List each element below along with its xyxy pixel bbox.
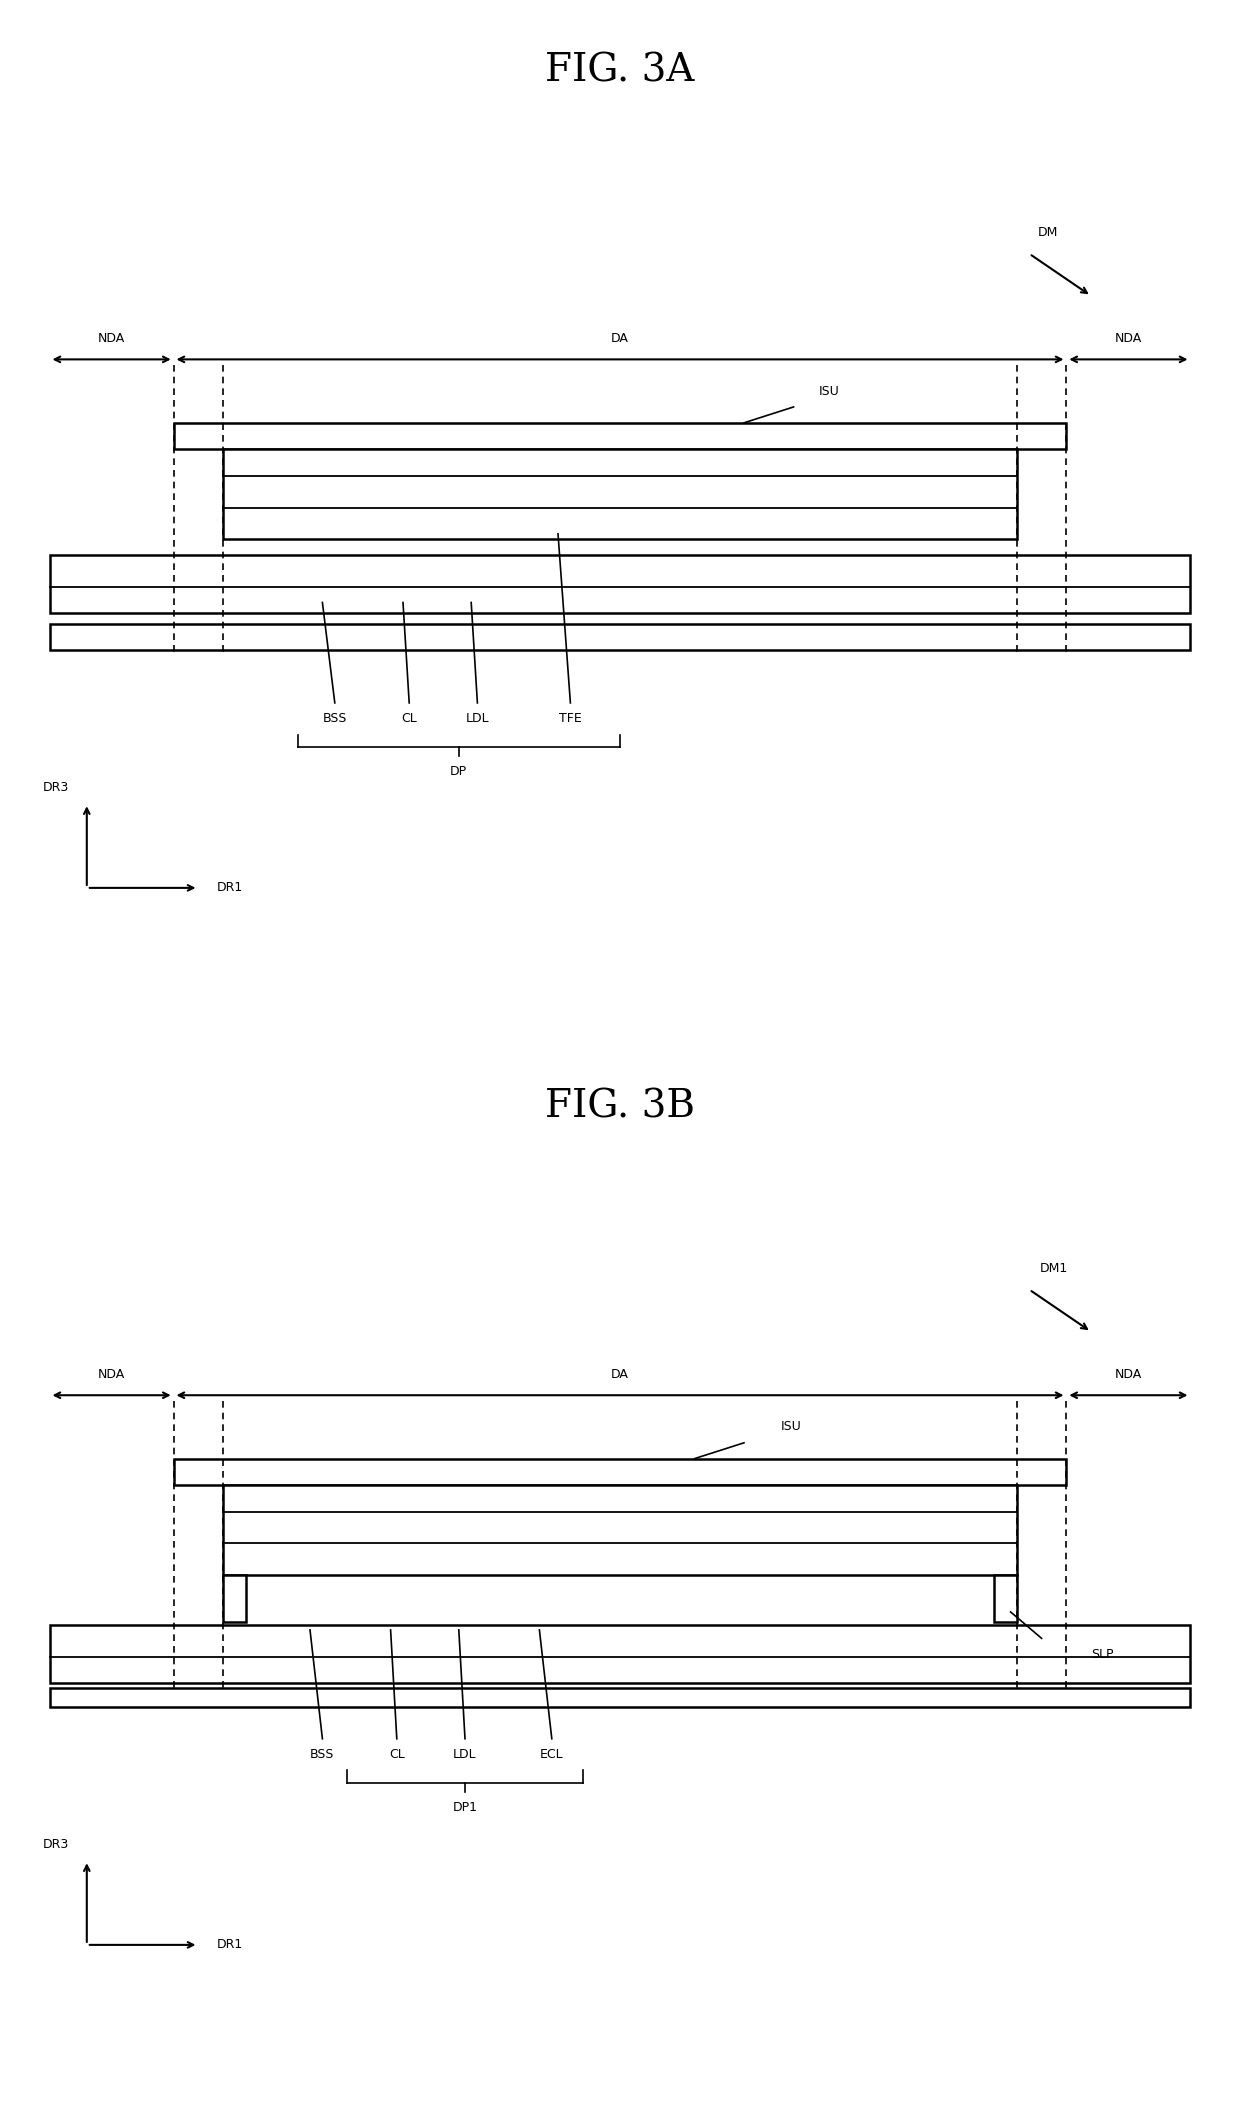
Text: CL: CL (389, 1748, 404, 1761)
Text: NDA: NDA (1115, 332, 1142, 345)
Bar (50, 624, 1190, 651)
Bar (223, 448, 1017, 539)
Bar (50, 1687, 1190, 1708)
Text: FIG. 3B: FIG. 3B (546, 1089, 694, 1127)
Text: DR1: DR1 (217, 882, 243, 894)
Text: TFE: TFE (559, 712, 582, 725)
Text: DR3: DR3 (42, 780, 69, 795)
Bar (994, 1575, 1017, 1624)
Text: BSS: BSS (322, 712, 347, 725)
Text: DR1: DR1 (217, 1939, 243, 1951)
Text: DA: DA (611, 1368, 629, 1380)
Text: ISU: ISU (818, 385, 839, 397)
Bar (223, 1575, 246, 1624)
Text: NDA: NDA (98, 332, 125, 345)
Text: NDA: NDA (98, 1368, 125, 1380)
Text: BSS: BSS (310, 1748, 335, 1761)
Text: NDA: NDA (1115, 1368, 1142, 1380)
Text: DA: DA (611, 332, 629, 345)
Bar (174, 423, 1066, 448)
Text: DR3: DR3 (42, 1837, 69, 1852)
Text: DP1: DP1 (453, 1801, 477, 1814)
Bar (223, 1484, 1017, 1575)
Text: ISU: ISU (781, 1421, 802, 1433)
Text: SLP: SLP (1091, 1647, 1114, 1662)
Text: CL: CL (402, 712, 417, 725)
Text: DM1: DM1 (1040, 1262, 1068, 1275)
Text: FIG. 3A: FIG. 3A (546, 53, 694, 91)
Text: ECL: ECL (539, 1748, 564, 1761)
Bar (174, 1459, 1066, 1484)
Bar (50, 554, 1190, 613)
Text: LDL: LDL (453, 1748, 477, 1761)
Bar (50, 1624, 1190, 1683)
Text: LDL: LDL (465, 712, 490, 725)
Text: DP: DP (450, 765, 467, 778)
Text: DM: DM (1038, 226, 1058, 239)
